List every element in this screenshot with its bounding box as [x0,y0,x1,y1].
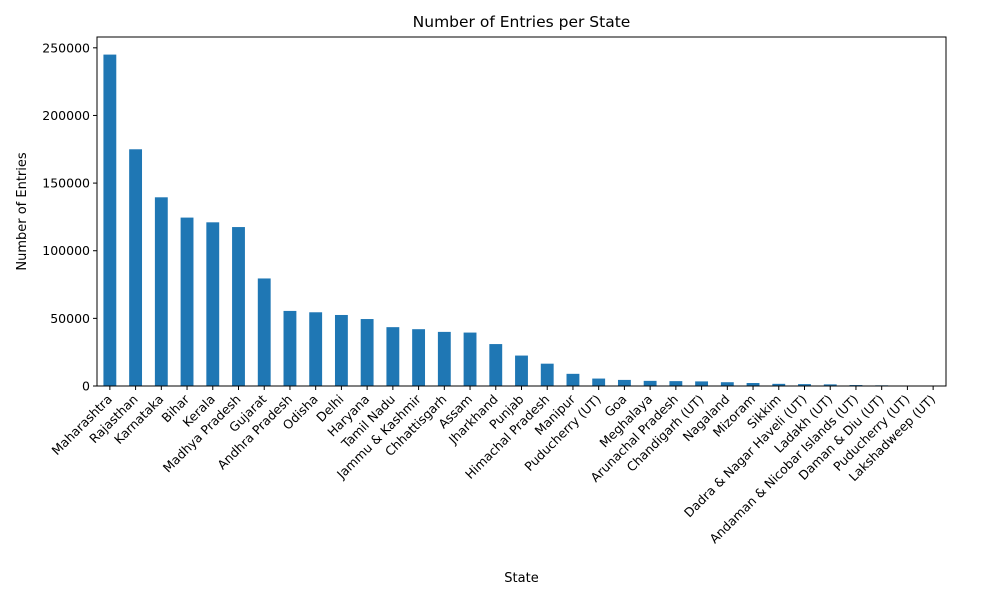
bar [721,382,734,386]
bar [206,222,219,386]
chart-title: Number of Entries per State [413,13,631,31]
y-tick-label: 0 [82,379,90,394]
bar [103,55,116,386]
y-tick-label: 150000 [42,176,90,191]
plot-area: 050000100000150000200000250000Maharashtr… [42,37,946,546]
bar [181,218,194,386]
bar [412,329,425,386]
bar [361,319,374,386]
x-axis-title: State [504,571,538,586]
bar [567,374,580,386]
y-tick-label: 50000 [50,311,90,326]
bar [284,311,297,386]
bar [515,356,528,386]
bar [618,380,631,386]
bar [129,149,142,386]
bar [258,278,271,386]
bar [695,381,708,386]
bar [464,333,477,386]
y-axis-title: Number of Entries [15,152,30,271]
bar [669,381,682,386]
y-tick-label: 100000 [42,243,90,258]
bar [155,197,168,386]
bar [438,332,451,386]
bar [309,312,322,386]
bar [489,344,502,386]
bar [541,364,554,386]
bar [644,381,657,386]
bar [592,379,605,386]
y-tick-label: 200000 [42,108,90,123]
y-tick-label: 250000 [42,40,90,55]
bar [386,327,399,386]
bar [335,315,348,386]
axes-frame [97,37,946,386]
bar [232,227,245,386]
